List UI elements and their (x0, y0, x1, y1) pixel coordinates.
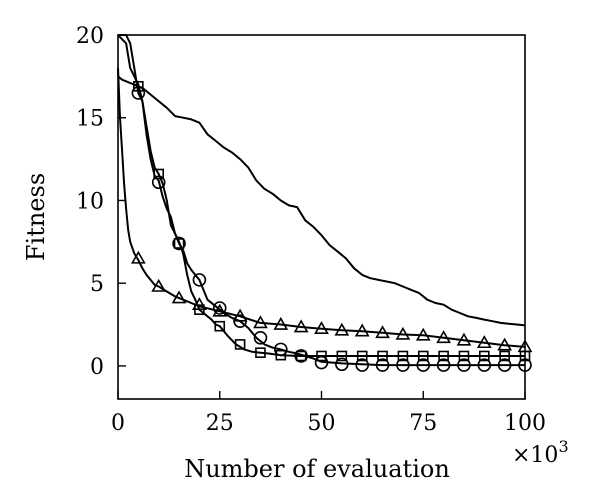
series-2-square-marker (438, 350, 449, 362)
y-axis-title: Fitness (22, 173, 50, 261)
series-3-triangle-marker (273, 316, 289, 330)
series-3-triangle-marker (395, 326, 411, 340)
series-2-line (117, 34, 525, 357)
series-1-circle-marker (497, 358, 512, 372)
series-3-triangle-marker (293, 319, 309, 333)
x-multiplier-label: ×103 (512, 437, 569, 468)
series-1-circle-marker (375, 358, 390, 372)
series-2-square-marker (153, 168, 164, 180)
series-3-triangle-marker (436, 330, 451, 344)
series-1-circle-marker (253, 330, 268, 345)
series-2-square-marker (275, 349, 287, 361)
series-1-circle-marker (396, 358, 410, 372)
series-1-circle-marker (416, 358, 431, 372)
series-1-circle-marker (335, 357, 349, 372)
series-3-triangle-marker (212, 303, 228, 317)
x-tick-label-0: 0 (111, 411, 125, 436)
series-3-triangle-marker (130, 250, 146, 264)
series-2-square-marker (377, 350, 388, 362)
x-multiplier-base: ×10 (512, 443, 558, 468)
series-2-square-marker (295, 350, 307, 362)
series-layer (117, 34, 533, 372)
series-1-circle-marker (192, 273, 207, 287)
x-tick-label-75: 75 (409, 411, 437, 436)
series-3-triangle-marker (232, 308, 248, 322)
series-2-square-marker (234, 339, 246, 350)
series-3-triangle-marker (497, 337, 513, 351)
series-2-square-marker (316, 350, 327, 362)
series-1-circle-marker (172, 236, 186, 251)
x-tick-label-100: 100 (504, 411, 546, 436)
series-2-square-marker (458, 350, 470, 362)
series-2-square-marker (173, 238, 185, 249)
series-3-triangle-marker (151, 278, 167, 292)
series-3-triangle-marker (415, 327, 431, 341)
series-2-square-marker (133, 80, 144, 92)
series-3-triangle-marker (476, 335, 492, 349)
series-1-circle-marker (355, 358, 370, 372)
x-multiplier-exponent: 3 (558, 437, 568, 456)
x-tick-label-25: 25 (206, 411, 234, 436)
series-3-triangle-marker (253, 315, 268, 329)
series-1-circle-marker (457, 358, 471, 372)
series-2-square-marker (214, 320, 226, 332)
series-3-triangle-marker (375, 325, 390, 339)
series-3-triangle-marker (334, 322, 350, 336)
series-2-square-marker (356, 350, 368, 362)
series-3-triangle-marker (314, 321, 329, 334)
series-1-circle-marker (212, 301, 227, 315)
series-3-triangle-marker (456, 332, 472, 346)
series-2-square-marker (255, 347, 266, 358)
series-3-triangle-marker (354, 323, 370, 337)
x-tick-label-50: 50 (308, 411, 336, 436)
y-tick-label-0: 0 (90, 355, 104, 380)
series-2-square-marker (417, 350, 429, 362)
y-tick-label-15: 15 (76, 107, 104, 132)
ticks-layer: 0 25 50 75 100 0 5 10 15 20 (76, 24, 546, 436)
series-2-square-marker (499, 350, 510, 362)
y-tick-label-5: 5 (90, 272, 104, 297)
series-3-triangle-marker (192, 297, 207, 310)
series-1-circle-marker (436, 358, 451, 372)
series-1-circle-marker (477, 358, 492, 372)
series-0-line (117, 75, 526, 327)
series-2-square-marker (397, 350, 409, 362)
y-tick-label-10: 10 (76, 189, 104, 214)
series-2-square-marker (478, 350, 490, 362)
series-3-triangle-marker (171, 290, 187, 304)
y-tick-label-20: 20 (76, 24, 104, 49)
series-3-line (117, 68, 526, 348)
x-axis-title: Number of evaluation (184, 455, 450, 483)
series-2-square-marker (336, 350, 348, 362)
